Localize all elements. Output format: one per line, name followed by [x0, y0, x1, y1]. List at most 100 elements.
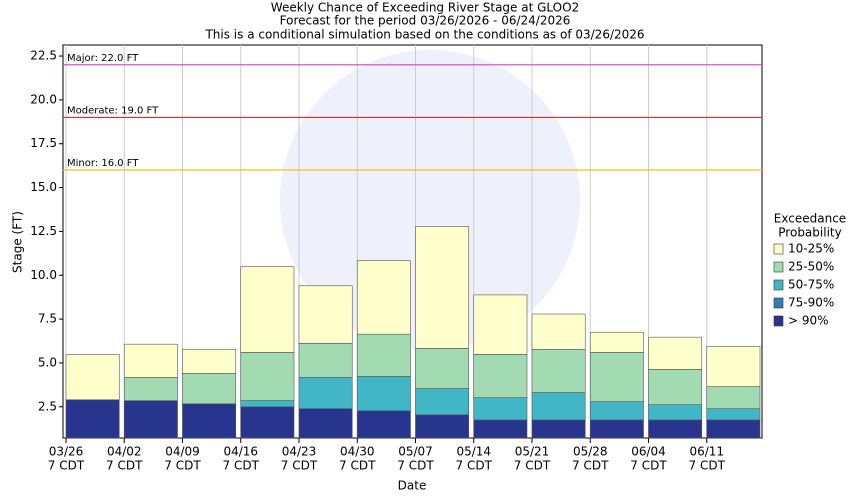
bar-segment [648, 404, 703, 421]
y-tick-label: 7.5 [38, 312, 57, 326]
x-tick-label: 7 CDT [223, 459, 260, 473]
x-tick-label: 04/30 [340, 445, 375, 459]
bar-segment [473, 294, 528, 355]
x-tick-label: 05/14 [456, 445, 491, 459]
x-tick-label: 7 CDT [281, 459, 318, 473]
bar-segment [473, 397, 528, 421]
bar-segment [706, 345, 761, 387]
bar-segment [589, 401, 644, 421]
legend-label: 50-75% [788, 278, 834, 292]
bar-segment [356, 410, 411, 439]
bar-segment [531, 392, 586, 421]
flood-stage-label: Major: 22.0 FT [67, 53, 139, 64]
bar-segment [589, 419, 644, 439]
x-axis-label: Date [398, 479, 427, 493]
bar-segment [65, 354, 120, 401]
x-tick-label: 05/07 [398, 445, 433, 459]
x-tick-label: 04/09 [165, 445, 200, 459]
bar-segment [589, 331, 644, 353]
bar-segment [648, 336, 703, 370]
chart-subtitle: Forecast for the period 03/26/2026 - 06/… [280, 14, 571, 28]
bar-segment [415, 388, 470, 416]
y-tick-label: 10.0 [30, 268, 57, 282]
legend-label: 75-90% [788, 296, 834, 310]
bar-segment [531, 419, 586, 439]
x-tick-label: 7 CDT [514, 459, 551, 473]
bar-segment [648, 369, 703, 405]
bar-segment [589, 352, 644, 402]
flood-stage-label: Minor: 16.0 FT [67, 158, 139, 169]
bar-segment [240, 406, 295, 439]
x-tick-label: 03/26 [49, 445, 84, 459]
legend-title: Exceedance [774, 212, 846, 226]
x-tick-label: 7 CDT [456, 459, 493, 473]
y-tick-label: 17.5 [30, 136, 57, 150]
x-tick-label: 7 CDT [397, 459, 434, 473]
bar-segment [356, 376, 411, 412]
bar-segment [415, 414, 470, 439]
bar-segment [531, 313, 586, 350]
bar-segment [240, 266, 295, 353]
legend-swatch [773, 261, 784, 273]
x-tick-label: 7 CDT [164, 459, 201, 473]
y-tick-label: 5.0 [38, 355, 57, 369]
watermark [280, 50, 580, 350]
chart-subtitle: This is a conditional simulation based o… [204, 28, 644, 42]
x-tick-label: 7 CDT [339, 459, 376, 473]
x-tick-label: 7 CDT [106, 459, 143, 473]
bar-segment [65, 399, 120, 439]
bar-segment [415, 348, 470, 389]
y-tick-label: 15.0 [30, 180, 57, 194]
bar-segment [240, 400, 295, 408]
bar-segment [706, 419, 761, 439]
bar-segment [706, 408, 761, 421]
bar-segment [648, 419, 703, 439]
bar-segment [298, 285, 353, 344]
x-tick-label: 7 CDT [572, 459, 609, 473]
bar-segment [298, 343, 353, 378]
bar-segment [415, 226, 470, 349]
legend-swatch [773, 243, 784, 255]
legend-label: 10-25% [788, 242, 834, 256]
bar-segment [473, 419, 528, 439]
x-tick-label: 04/23 [282, 445, 317, 459]
flood-stage-label: Moderate: 19.0 FT [67, 105, 159, 116]
legend-swatch [773, 279, 784, 291]
y-tick-label: 22.5 [30, 49, 57, 63]
bar-segment [123, 377, 178, 401]
y-tick-label: 20.0 [30, 92, 57, 106]
chart-title: Weekly Chance of Exceeding River Stage a… [271, 1, 579, 15]
x-tick-label: 7 CDT [48, 459, 85, 473]
x-tick-label: 06/04 [631, 445, 666, 459]
y-tick-label: 2.5 [38, 399, 57, 413]
x-tick-label: 04/16 [223, 445, 258, 459]
x-tick-label: 05/21 [515, 445, 550, 459]
legend-label: > 90% [788, 314, 829, 328]
bar-segment [123, 400, 178, 439]
bar-segment [240, 352, 295, 401]
bar-segment [182, 403, 237, 439]
bar-segment [356, 260, 411, 335]
y-tick-label: 12.5 [30, 224, 57, 238]
bar-segment [182, 373, 237, 405]
bar-segment [356, 333, 411, 377]
bar-segment [298, 408, 353, 439]
legend-swatch [773, 297, 784, 309]
bar-segment [182, 348, 237, 374]
bar-segment [531, 348, 586, 393]
bar-segment [473, 354, 528, 398]
y-axis-label: Stage (FT) [11, 211, 25, 273]
legend-swatch [773, 315, 784, 327]
x-tick-label: 06/11 [689, 445, 724, 459]
x-tick-label: 7 CDT [689, 459, 726, 473]
x-tick-label: 04/02 [107, 445, 142, 459]
legend-label: 25-50% [788, 260, 834, 274]
plot-area [62, 44, 763, 439]
legend-title: Probability [778, 226, 841, 240]
x-tick-label: 7 CDT [630, 459, 667, 473]
bar-segment [706, 386, 761, 410]
bar-segment [123, 343, 178, 378]
x-tick-label: 05/28 [573, 445, 608, 459]
